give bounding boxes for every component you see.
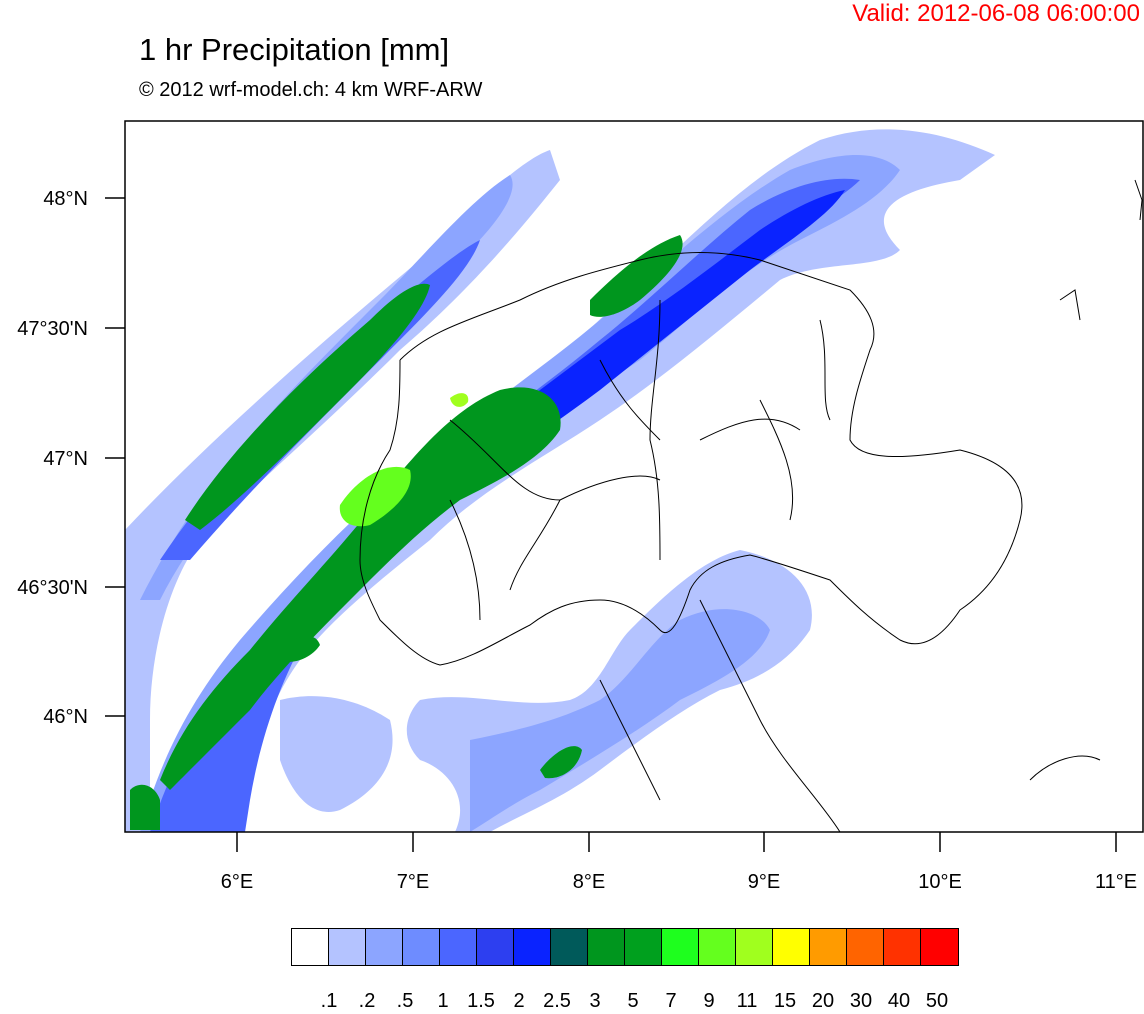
lon-ticks: [236, 832, 1117, 852]
map-title: 1 hr Precipitation [mm]: [139, 32, 450, 67]
lat-label-46n: 46°N: [43, 706, 88, 728]
colorbar-label: 1: [437, 990, 449, 1012]
colorbar-swatch: [477, 929, 514, 965]
colorbar-swatch: [847, 929, 884, 965]
colorbar-swatch: [366, 929, 403, 965]
colorbar-label: 7: [665, 990, 677, 1012]
colorbar-label: 30: [849, 990, 873, 1012]
colorbar-label: 9: [703, 990, 715, 1012]
valid-time: Valid: 2012-06-08 06:00:00: [852, 0, 1140, 27]
lon-label-11e: 11°E: [1095, 871, 1137, 893]
colorbar-swatch: [921, 929, 958, 965]
lat-label-46-30n: 46°30'N: [17, 577, 88, 599]
precipitation-field: [125, 129, 995, 832]
colorbar-label: .5: [396, 990, 414, 1012]
colorbar-label: 11: [736, 990, 758, 1012]
lat-label-47n: 47°N: [43, 448, 88, 470]
lat-label-47-30n: 47°30'N: [17, 318, 88, 340]
colorbar-label: 50: [925, 990, 949, 1012]
colorbar-label: 40: [887, 990, 911, 1012]
colorbar-swatch: [736, 929, 773, 965]
colorbar-labels: .1 .2 .5 1 1.5 2 2.5 3 5 7 9 11 15 20 30 40 50: [0, 990, 1144, 1014]
colorbar-swatch: [292, 929, 329, 965]
colorbar-swatch: [440, 929, 477, 965]
colorbar-label: 1.5: [467, 990, 495, 1012]
colorbar-swatch: [810, 929, 847, 965]
colorbar-label: 2: [513, 990, 525, 1012]
colorbar-label: 20: [811, 990, 835, 1012]
lon-label-6e: 6°E: [221, 871, 253, 893]
colorbar-swatch: [884, 929, 921, 965]
lat-ticks: [105, 197, 125, 717]
colorbar-label: .1: [320, 990, 338, 1012]
colorbar-label: .2: [358, 990, 376, 1012]
lon-label-7e: 7°E: [397, 871, 429, 893]
colorbar-swatch: [514, 929, 551, 965]
colorbar-swatch: [773, 929, 810, 965]
colorbar-swatch: [551, 929, 588, 965]
colorbar-label: 15: [773, 990, 797, 1012]
lat-label-48n: 48°N: [43, 188, 88, 210]
lon-label-8e: 8°E: [573, 871, 605, 893]
colorbar-swatch: [588, 929, 625, 965]
lon-label-9e: 9°E: [748, 871, 780, 893]
colorbar-swatch: [403, 929, 440, 965]
colorbar: [291, 928, 959, 966]
colorbar-swatch: [662, 929, 699, 965]
colorbar-label: 2.5: [543, 990, 571, 1012]
colorbar-label: 5: [627, 990, 639, 1012]
colorbar-swatch: [329, 929, 366, 965]
colorbar-swatch: [625, 929, 662, 965]
lon-label-10e: 10°E: [918, 871, 962, 893]
borders: [359, 179, 1143, 832]
map-subtitle: © 2012 wrf-model.ch: 4 km WRF-ARW: [139, 79, 483, 101]
colorbar-label: 3: [589, 990, 601, 1012]
colorbar-swatch: [699, 929, 736, 965]
plot-frame: [124, 120, 1144, 833]
